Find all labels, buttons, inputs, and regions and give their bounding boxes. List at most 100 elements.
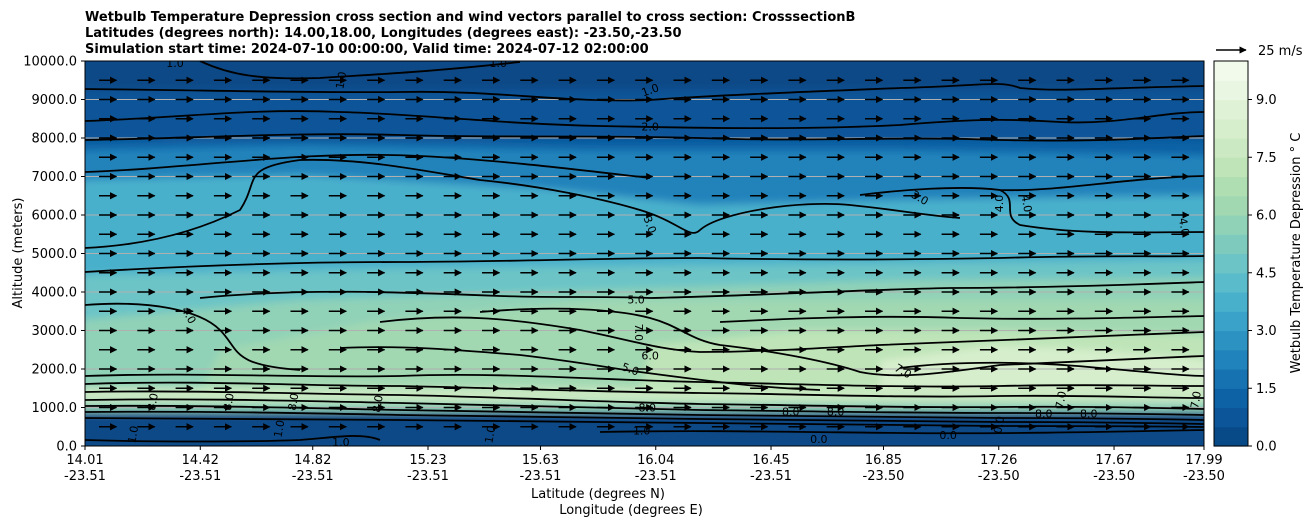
contour-label-20: 8.0 <box>221 392 237 411</box>
contour-line-4-0 <box>85 255 1204 273</box>
colorbar-tick-label-1: 1.5 <box>1256 382 1277 397</box>
y-tick-label-8: 8000.0 <box>32 132 78 147</box>
colorbar-segment-19 <box>1214 61 1248 81</box>
y-axis-label: Altitude (meters) <box>11 198 26 309</box>
colorbar-segment-17 <box>1214 99 1248 120</box>
chart-title-line-1: Wetbulb Temperature Depression cross sec… <box>85 10 855 25</box>
contour-label-text: 5.0 <box>627 294 645 307</box>
contour-label-text: 8.0 <box>145 392 161 411</box>
y-tick-label-0: 0.0 <box>56 440 77 455</box>
contour-label-6: 3.0 <box>641 214 659 235</box>
contour-label-text: 8.0 <box>639 402 657 415</box>
fill-band-top <box>85 61 1204 90</box>
contour-label-31: 1.0 <box>272 419 288 438</box>
x-tick-label-lat-9: 17.67 <box>1095 453 1132 468</box>
chart-title-line-2: Latitudes (degrees north): 14.00,18.00, … <box>85 26 682 41</box>
quiver-key-label: 25 m/s <box>1258 44 1303 59</box>
contour-label-27: 0.0 <box>810 433 828 446</box>
contour-line-2-0 <box>85 110 1204 130</box>
y-tick-label-10: 10000.0 <box>23 55 77 70</box>
contour-label-8: 4.0 <box>1018 194 1034 213</box>
x-tick-label-lat-5: 16.04 <box>637 453 674 468</box>
colorbar-segment-4 <box>1214 349 1248 370</box>
plot-area: 1.01.01.01.02.03.03.04.0 4.04.04.05.05.06… <box>85 61 1204 449</box>
colorbar-segment-11 <box>1214 215 1248 235</box>
contour-line-3-0-inner <box>85 153 651 179</box>
y-tick-label-5: 5000.0 <box>32 247 78 262</box>
contour-label-text: 6.0 <box>641 350 659 363</box>
colorbar-frame <box>1213 60 1249 447</box>
y-tick-label-3: 3000.0 <box>32 324 78 339</box>
contour-label-22: 8.0 <box>370 394 386 413</box>
x-tick-label-lon-1: -23.51 <box>179 469 221 484</box>
contour-label-26: 8.0 <box>1080 407 1098 420</box>
colorbar-segment-2 <box>1214 388 1248 409</box>
x-tick-label-lat-7: 16.85 <box>865 453 902 468</box>
contour-label-text: 2.0 <box>641 120 659 133</box>
contour-label-13: 6.0 <box>641 350 659 363</box>
contour-label-text: 8.0 <box>827 405 845 418</box>
y-tick-label-1: 1000.0 <box>32 401 78 416</box>
contour-label-text: 8.0 <box>1080 407 1098 420</box>
colorbar-tick-label-3: 4.5 <box>1256 266 1277 281</box>
contour-label-text: 1.0 <box>482 425 498 444</box>
contour-label-text: 8.0 <box>221 392 237 411</box>
x-tick-label-lon-3: -23.51 <box>407 469 449 484</box>
x-tick-label-lat-3: 15.23 <box>409 453 446 468</box>
y-axis: 0.0 1000.0 2000.0 3000.0 4000.0 5000.0 6000.0 7… <box>23 55 85 455</box>
contour-line-5-0-lower <box>339 346 821 391</box>
contour-line-5-0-upper <box>199 281 1204 299</box>
contour-label-11: 5.0 <box>627 294 645 307</box>
x-tick-label-lat-2: 14.82 <box>294 453 331 468</box>
colorbar-segment-0 <box>1214 426 1248 447</box>
colorbar-tick-label-6: 9.0 <box>1256 93 1277 108</box>
y-tick-label-9: 9000.0 <box>32 93 78 108</box>
contour-line-ground-1 <box>85 373 1204 388</box>
x-tick-label-lon-9: -23.50 <box>1093 469 1135 484</box>
x-tick-label-lat-0: 14.01 <box>66 453 103 468</box>
contour-label-text: 4.0 <box>1018 194 1034 213</box>
contour-label-23: 8.0 <box>782 405 800 418</box>
colorbar-segment-18 <box>1214 80 1248 101</box>
contour-line-7-0 <box>479 307 1204 377</box>
contour-label-7: 4.0 <box>993 195 1006 213</box>
fill-band-layer-9 <box>85 388 1204 402</box>
x-tick-label-lon-10: -23.50 <box>1183 469 1225 484</box>
colorbar-segment-7 <box>1214 292 1248 312</box>
colorbar-tick-label-2: 3.0 <box>1256 324 1277 339</box>
contour-label-2: 1.0 <box>490 61 508 70</box>
contour-label-text: 0.0 <box>810 433 828 446</box>
contour-label-14: 7.0 <box>632 324 645 342</box>
y-tick-label-4: 4000.0 <box>32 286 78 301</box>
contour-line-ground-8 <box>85 435 381 443</box>
contour-label-text: 1.0 <box>640 81 661 99</box>
contour-label-text: 4.0 <box>993 195 1006 213</box>
contour-label-1: 1.0 <box>333 71 349 90</box>
contour-label-text: 1.0 <box>332 436 350 449</box>
colorbar-tick-label-5: 7.5 <box>1256 151 1277 166</box>
contour-label-9: 4.0 <box>1176 217 1192 236</box>
fill-band-upper <box>85 90 1204 140</box>
contour-label-text: 1.0 <box>633 425 651 438</box>
colorbar-segment-12 <box>1214 195 1248 216</box>
contour-label-30: 1.0 <box>125 425 141 444</box>
contour-label-3: 1.0 <box>640 81 661 99</box>
colorbar-segment-1 <box>1214 407 1248 428</box>
contour-label-text: 8.0 <box>370 394 386 413</box>
contour-label-text: 5.0 <box>620 360 641 378</box>
colorbar-segment-9 <box>1214 253 1248 274</box>
chart-title-line-3: Simulation start time: 2024-07-10 00:00:… <box>85 42 649 57</box>
colorbar-segment-3 <box>1214 369 1248 389</box>
contour-line-ground-9 <box>599 429 1204 435</box>
x-tick-label-lon-0: -23.51 <box>64 469 106 484</box>
x-tick-label-lon-5: -23.51 <box>635 469 677 484</box>
contour-label-17: 7.0 <box>1188 390 1204 409</box>
colorbar-tick-label-4: 6.0 <box>1256 209 1277 224</box>
x-axis: 14.01-23.5114.42-23.5114.82-23.5115.23-2… <box>64 446 1225 484</box>
contour-line-3-0-left <box>85 158 961 249</box>
colorbar-segment-5 <box>1214 330 1248 351</box>
y-tick-label-2: 2000.0 <box>32 363 78 378</box>
contour-label-text: 7.0 <box>632 324 645 342</box>
contour-label-text: 8.0 <box>1035 407 1053 420</box>
contour-label-25: 8.0 <box>1035 407 1053 420</box>
